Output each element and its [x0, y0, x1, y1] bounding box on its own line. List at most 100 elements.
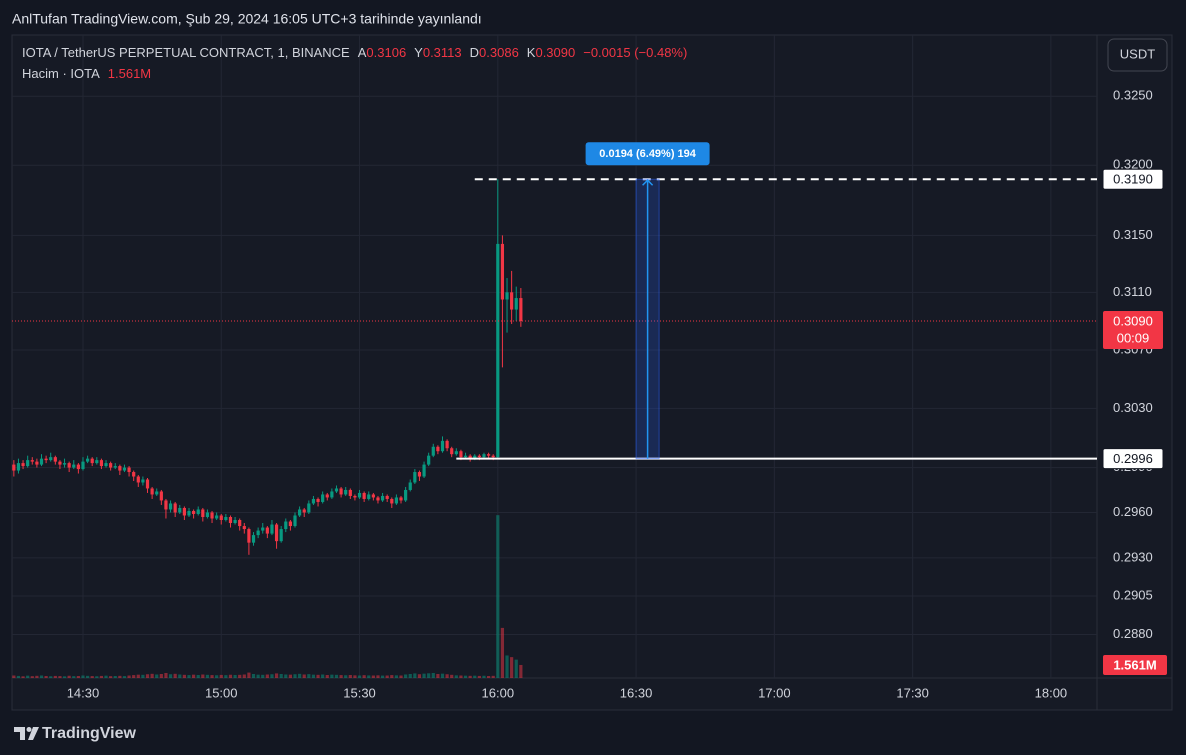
volume-bar	[118, 675, 122, 678]
volume-tag	[1103, 654, 1167, 675]
volume-bar	[385, 675, 389, 678]
volume-bar	[505, 655, 509, 678]
candle-body	[261, 527, 265, 531]
volume-bar	[49, 676, 53, 678]
candle-body	[468, 455, 472, 459]
y-tick-label: 0.2960	[1113, 504, 1153, 519]
candle-body	[311, 498, 316, 504]
volume-bar	[270, 674, 274, 678]
volume-bar	[293, 674, 297, 678]
currency-label[interactable]: USDT	[1120, 46, 1155, 61]
candle-body	[477, 455, 481, 458]
volume-bar	[311, 674, 316, 678]
last-price-tag	[1103, 311, 1163, 350]
open-value: 0.3106	[366, 45, 406, 60]
volume-bar	[486, 675, 491, 678]
candle-body	[67, 463, 71, 468]
candle-body	[104, 463, 108, 467]
volume-bar	[427, 673, 431, 678]
volume-bar	[510, 657, 514, 678]
candle-body	[486, 454, 491, 456]
volume-bar	[362, 675, 366, 678]
volume-bar	[228, 674, 233, 678]
y-tick-label: 0.2880	[1113, 626, 1153, 641]
candle-body	[325, 494, 329, 498]
volume-bar	[514, 659, 518, 678]
candle-body	[127, 467, 131, 473]
candle-body	[399, 497, 403, 501]
logo-mark	[28, 727, 39, 740]
volume-bar	[141, 674, 145, 678]
volume-bar	[76, 675, 80, 678]
volume-bar	[445, 674, 449, 678]
candle-body	[390, 498, 394, 504]
volume-bar	[127, 675, 131, 678]
volume-bar	[247, 672, 251, 678]
candle-body	[192, 510, 196, 514]
volume-legend: Hacim · IOTA 1.561M	[22, 66, 151, 81]
candle-body	[251, 535, 256, 543]
volume-bar	[178, 674, 182, 678]
volume-bar	[238, 674, 242, 678]
volume-bar	[95, 676, 99, 678]
candle-body	[35, 461, 39, 465]
candle-body	[445, 440, 449, 449]
volume-bar	[353, 675, 357, 678]
line-price-tag	[1102, 448, 1164, 470]
volume-bar	[109, 676, 113, 678]
candle-body	[298, 509, 302, 516]
volume-bar	[496, 515, 500, 678]
volume-bar	[371, 675, 375, 678]
volume-bar	[334, 674, 339, 678]
candle-body	[519, 298, 523, 322]
change: −0.0015 (−0.48%)	[583, 45, 687, 60]
candle-body	[81, 461, 85, 470]
candle-body	[505, 292, 509, 300]
candle-body	[500, 243, 505, 300]
volume-bar	[44, 675, 48, 678]
volume-bar	[256, 674, 260, 678]
volume-bar	[491, 675, 495, 678]
y-tick-label: 0.2930	[1113, 549, 1153, 564]
volume-bar	[224, 675, 228, 678]
volume-bar	[132, 675, 136, 678]
volume-bar	[408, 673, 412, 678]
volume-bar	[30, 676, 34, 678]
symbol: IOTA / TetherUS PERPETUAL CONTRACT, 1, B…	[22, 45, 350, 60]
volume-bar	[413, 673, 417, 678]
volume-bar	[436, 673, 440, 678]
volume-bar	[279, 673, 283, 678]
low-value: 0.3086	[479, 45, 519, 60]
candle-body	[339, 488, 343, 495]
volume-bar	[72, 676, 76, 678]
candle-body	[44, 458, 48, 461]
candle-body	[454, 451, 458, 455]
x-tick-label: 15:00	[205, 685, 238, 700]
volume-bar	[39, 675, 44, 678]
candle-body	[210, 512, 214, 519]
measure-label-box	[585, 142, 710, 166]
candle-body	[270, 524, 274, 534]
volume-bar	[321, 674, 325, 678]
candle-body	[228, 516, 233, 524]
candle-body	[62, 463, 67, 465]
published-note: AnlTufan TradingView.com, Şub 29, 2024 1…	[12, 11, 482, 27]
open-key: A	[358, 45, 367, 60]
volume-bar	[325, 674, 329, 678]
candle-body	[404, 489, 408, 501]
candle-body	[150, 488, 154, 495]
volume-bar	[450, 674, 454, 678]
volume-value: 1.561M	[108, 66, 151, 81]
candle-body	[58, 461, 62, 465]
volume-bar	[233, 674, 237, 678]
volume-bar	[330, 674, 334, 678]
candle-body	[95, 460, 99, 464]
line-price-label: 0.3190	[1113, 172, 1153, 187]
candle-body	[353, 495, 357, 498]
currency-button[interactable]	[1107, 38, 1168, 72]
y-tick-label: 0.3030	[1113, 400, 1153, 415]
candle-body	[482, 454, 486, 458]
y-tick-label: 0.3150	[1113, 227, 1153, 242]
volume-bar	[242, 674, 246, 678]
volume-bar	[459, 675, 463, 678]
